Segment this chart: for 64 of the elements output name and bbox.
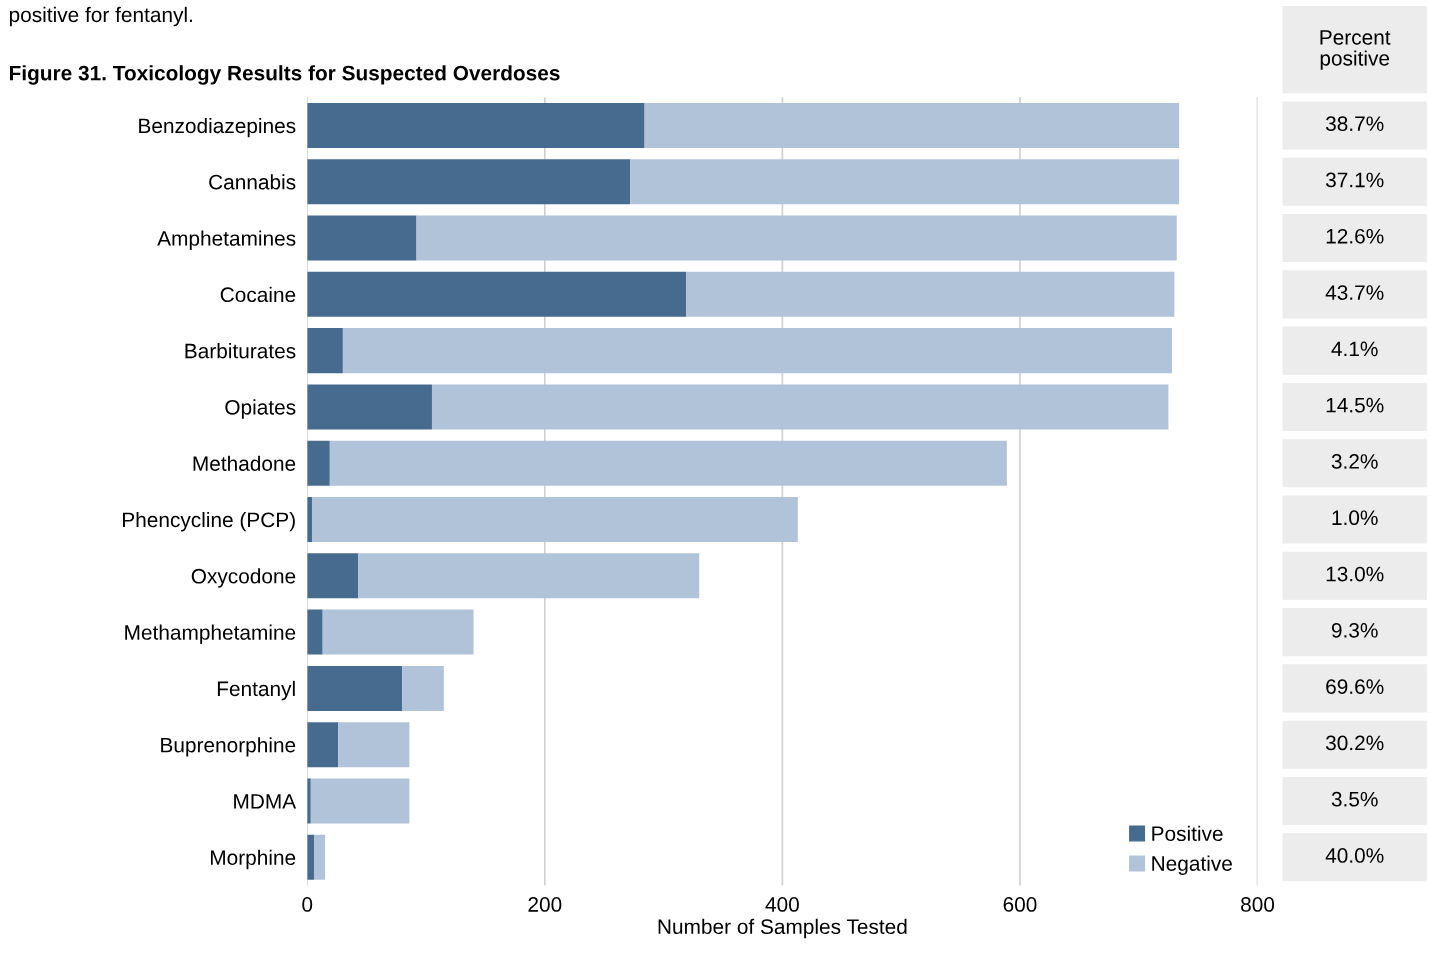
text: 40.0%	[1325, 848, 1384, 863]
text: 38.7%	[1325, 116, 1384, 132]
x-tick-label: 400	[765, 897, 799, 912]
legend-label: Negative	[1152, 855, 1232, 876]
bar	[686, 271, 1175, 317]
x-tick-label: 200	[528, 897, 562, 912]
y-tick-label: Benzodiazepines	[139, 117, 296, 138]
text: 69.6%	[1326, 679, 1384, 694]
bar	[307, 328, 343, 374]
bar	[342, 328, 1172, 374]
text: 37.1%	[1325, 172, 1384, 188]
text: 14.5%	[1326, 397, 1384, 413]
bar	[307, 384, 432, 430]
text: 13.0%	[1326, 566, 1384, 582]
y-tick-label: MDMA	[234, 794, 297, 809]
bar	[322, 609, 474, 655]
bar	[307, 159, 631, 205]
bar	[431, 384, 1169, 430]
bar	[416, 215, 1177, 261]
y-tick-label: Buprenorphine	[161, 737, 296, 757]
bar	[307, 271, 687, 317]
y-tick-label: Phencycline (PCP)	[123, 511, 295, 532]
bar	[338, 722, 410, 768]
y-tick-label: Methamphetamine	[125, 624, 296, 644]
text: 9.3%	[1331, 622, 1378, 638]
text: 4.1%	[1331, 341, 1378, 357]
bar	[307, 665, 403, 711]
bar	[630, 159, 1180, 205]
text: 3.2%	[1331, 454, 1378, 469]
text: 43.7%	[1325, 285, 1384, 300]
bar	[307, 440, 330, 486]
bar	[307, 553, 359, 599]
bar	[644, 102, 1180, 148]
x-tick-label: 800	[1241, 897, 1275, 912]
y-tick-label: Oxycodone	[191, 568, 296, 588]
y-tick-label: Amphetamines	[157, 230, 296, 250]
y-tick-label: Methadone	[193, 455, 296, 471]
x-axis-title: Number of Samples Tested	[658, 918, 907, 939]
bar	[307, 215, 417, 261]
bar	[311, 496, 798, 543]
bar	[314, 834, 326, 880]
chart-title: Figure 31. Toxicology Results for Suspected Overdoses	[9, 65, 560, 85]
text: 3.5%	[1331, 791, 1378, 807]
y-tick-label: Morphine	[210, 849, 296, 870]
bar	[402, 665, 444, 711]
x-tick-label: 0	[302, 897, 313, 912]
bar	[307, 722, 339, 768]
bar	[307, 609, 323, 655]
bar	[358, 553, 700, 599]
y-tick-label: Barbiturates	[185, 343, 296, 359]
bar	[307, 102, 645, 148]
text: Percent positive	[1320, 30, 1391, 70]
y-tick-label: Opiates	[225, 399, 296, 419]
text: positive for fentanyl.	[9, 6, 192, 27]
bar	[310, 778, 410, 824]
bar	[329, 440, 1007, 486]
y-tick-label: Cocaine	[220, 286, 296, 303]
text: 12.6%	[1326, 228, 1384, 244]
text: 30.2%	[1325, 735, 1384, 751]
y-tick-label: Fentanyl	[217, 680, 295, 701]
legend-label: Positive	[1152, 825, 1223, 842]
y-tick-label: Cannabis	[209, 174, 296, 190]
x-tick-label: 600	[1003, 897, 1037, 912]
text: 1.0%	[1332, 510, 1378, 526]
